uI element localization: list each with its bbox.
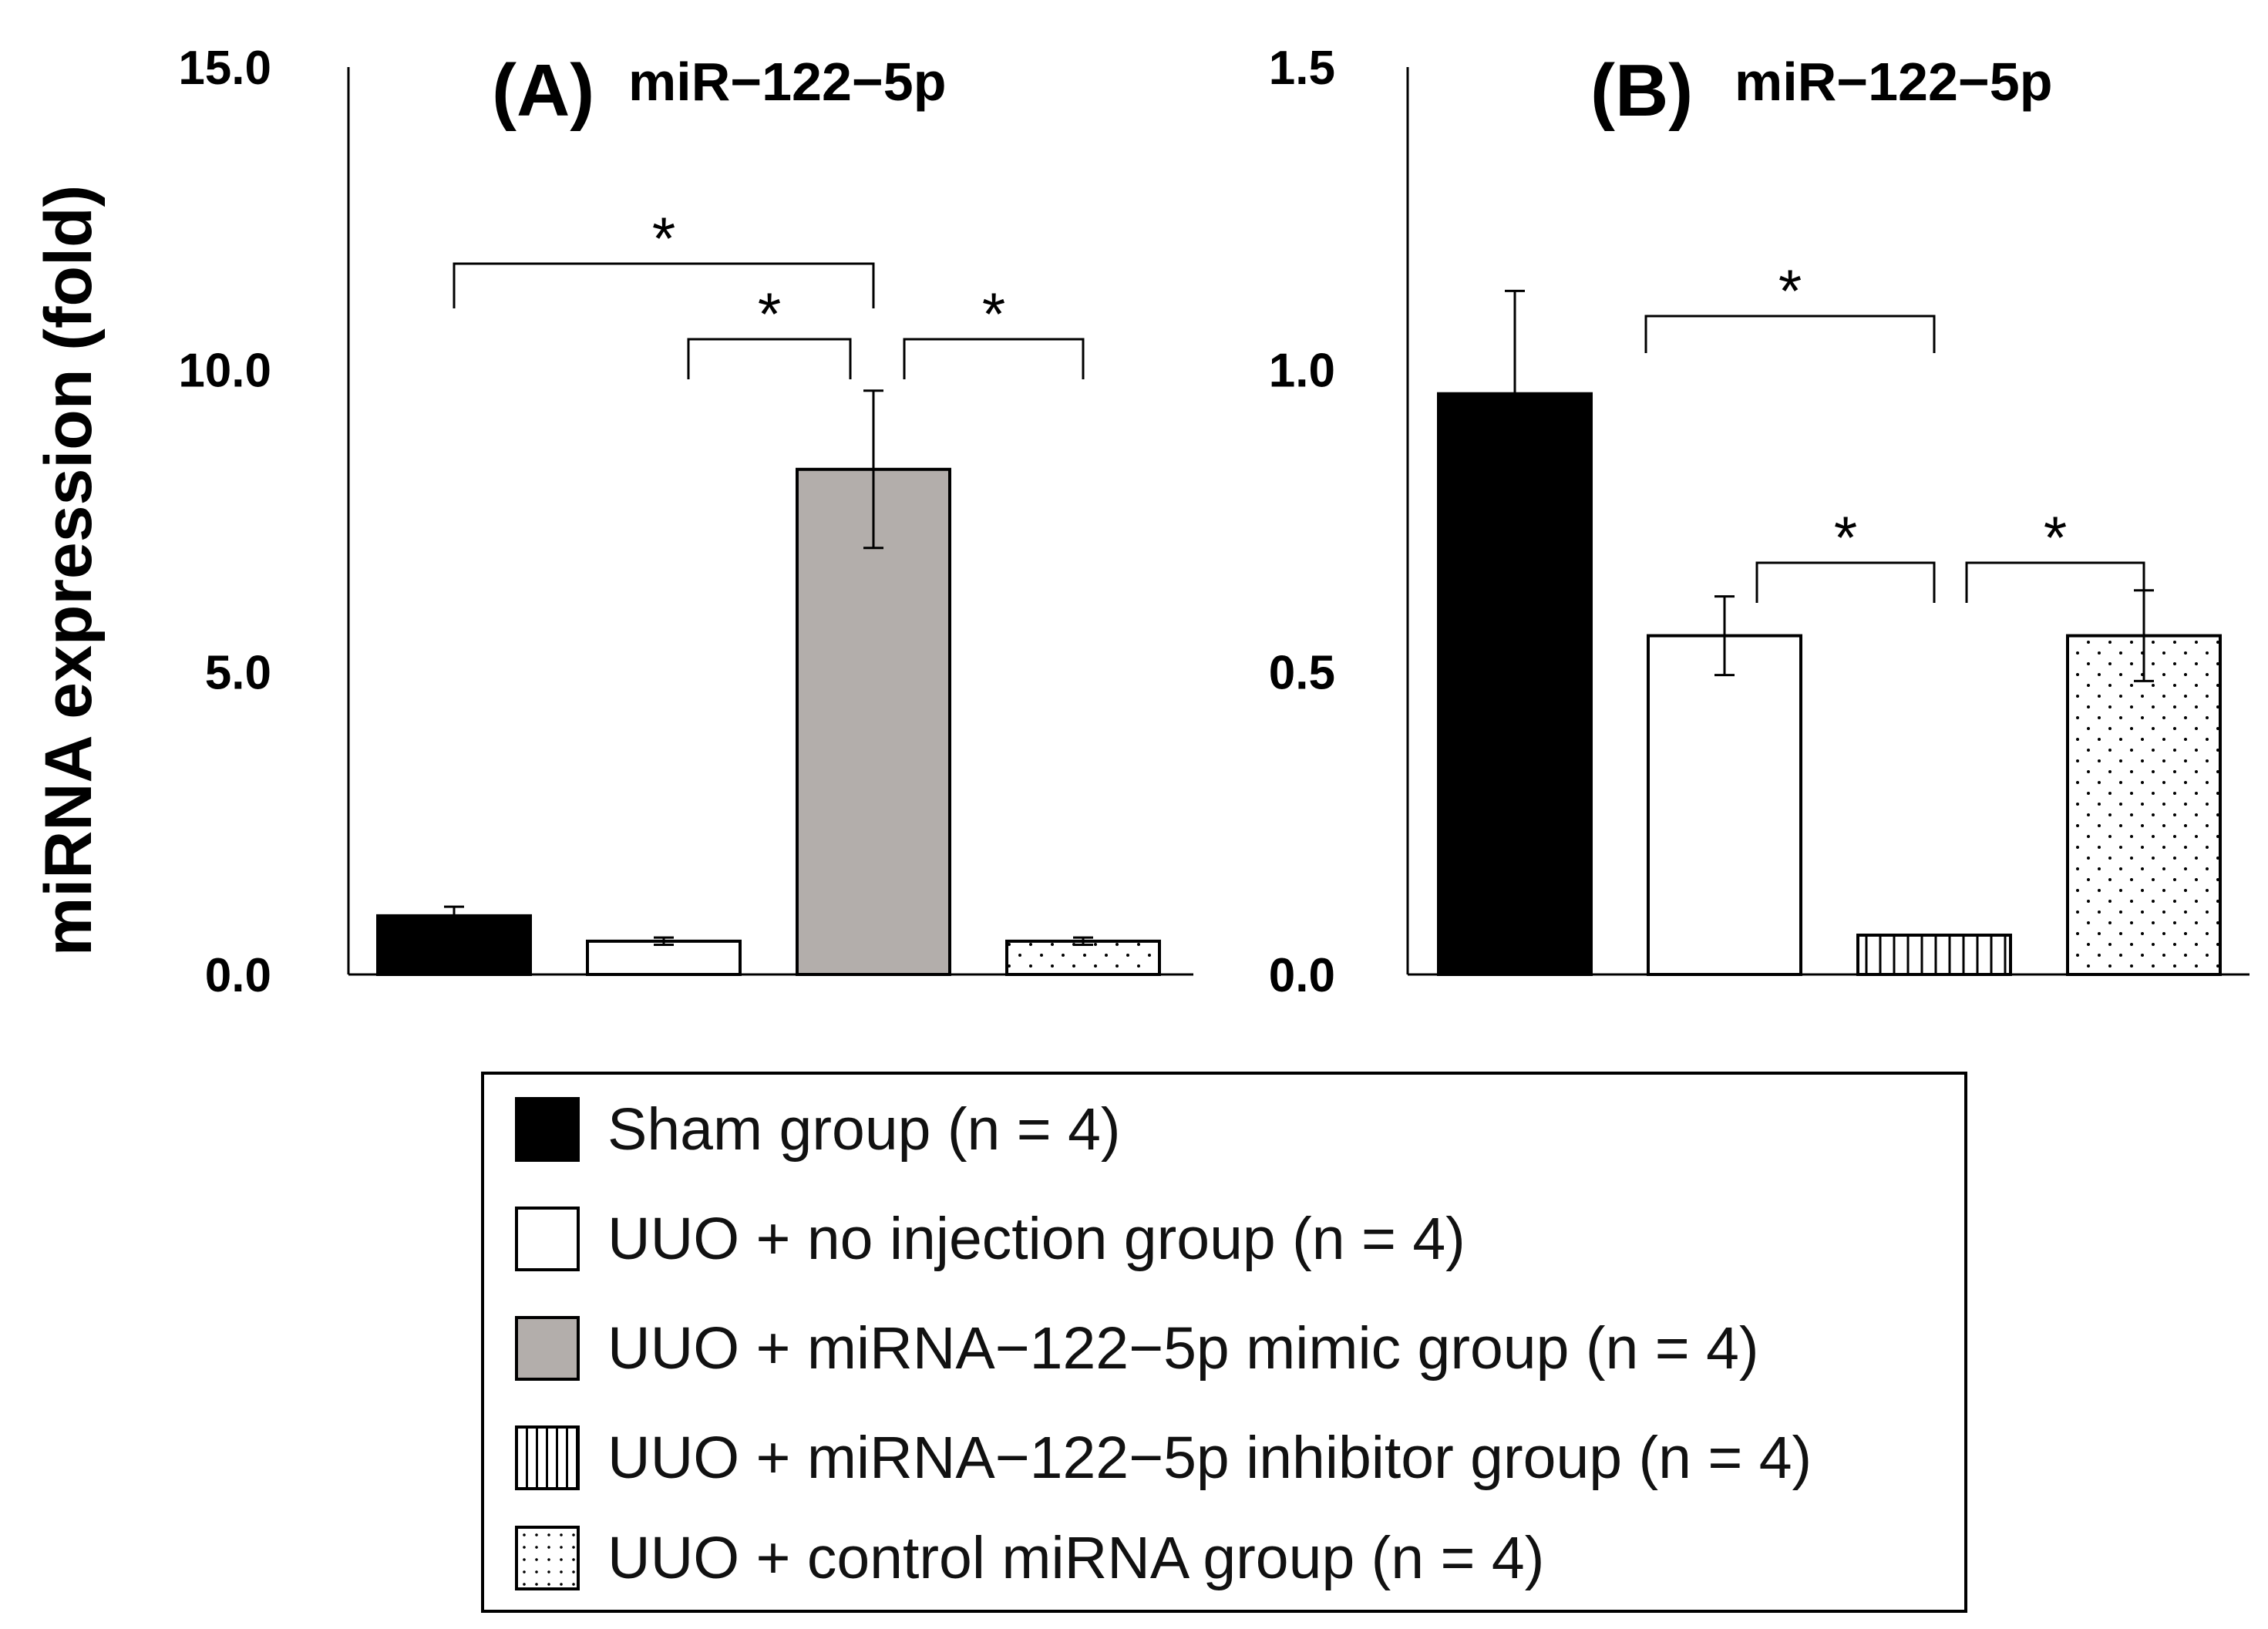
bar-chart-figure: miRNA expression (fold) (A) miR−122−5p 0… [32,42,2249,1002]
significance-asterisk: * [1778,257,1802,325]
bar-gray [796,467,951,976]
y-tick-label: 15.0 [178,42,271,95]
legend-label: UUO + miRNA−122−5p mimic group (n = 4) [607,1314,1759,1382]
swatch-gray [515,1316,580,1381]
bar-vertical-stripes [1856,933,2012,977]
significance-asterisk: * [652,204,675,272]
y-tick-label: 0.0 [1269,949,1335,1002]
significance-bracket [687,338,852,379]
legend-item-inhibitor: UUO + miRNA−122−5p inhibitor group (n = … [515,1423,1812,1493]
panel-b-y-ticks: 0.0 0.5 1.0 1.5 [1269,42,2249,1002]
significance-bracket [1965,561,2145,603]
panel-a-title: miR−122−5p [628,52,946,112]
panel-b-title: miR−122−5p [1735,52,2052,112]
legend: Sham group (n = 4) UUO + no injection gr… [481,1072,1967,1613]
bar-white [586,939,742,977]
panel-b-label: (B) [1590,49,1693,132]
significance-bracket [1644,315,1936,353]
bar-dots [2066,634,2222,976]
panel-a-label: (A) [492,49,594,132]
legend-item-control: UUO + control miRNA group (n = 4) [515,1523,1544,1593]
legend-label: UUO + no injection group (n = 4) [607,1205,1465,1272]
panel-a-bars [376,389,1161,977]
panel-b: (B) miR−122−5p 0.0 0.5 1.0 1.5 * * * [1269,42,2249,1002]
legend-label: Sham group (n = 4) [607,1096,1121,1163]
legend-label: UUO + control miRNA group (n = 4) [607,1524,1545,1591]
swatch-solid-black [515,1097,580,1162]
swatch-dots [515,1526,580,1590]
legend-item-mimic: UUO + miRNA−122−5p mimic group (n = 4) [515,1314,1759,1383]
y-tick-label: 5.0 [205,647,271,700]
y-tick-label: 0.0 [205,949,271,1002]
significance-asterisk: * [982,280,1005,348]
significance-bracket [903,338,1085,379]
swatch-vertical-stripes [515,1425,580,1490]
significance-asterisk: * [758,280,781,348]
significance-bracket [1755,561,1936,603]
y-tick-label: 1.5 [1269,42,1335,95]
significance-bracket [453,262,875,308]
panel-a-significance: * * * [453,204,1085,379]
panel-a-y-ticks: 0.0 5.0 10.0 15.0 [178,42,1193,1002]
panel-b-bars [1437,289,2222,977]
y-tick-label: 10.0 [178,344,271,397]
significance-asterisk: * [1834,503,1857,571]
significance-asterisk: * [2044,503,2067,571]
bar-dots [1005,939,1161,977]
y-tick-label: 1.0 [1269,344,1335,397]
panel-b-significance: * * * [1644,257,2145,603]
y-tick-label: 0.5 [1269,647,1335,700]
legend-label: UUO + miRNA−122−5p inhibitor group (n = … [607,1424,1812,1491]
legend-item-sham: Sham group (n = 4) [515,1095,1121,1164]
legend-item-no-injection: UUO + no injection group (n = 4) [515,1204,1465,1274]
bar-white [1647,634,1802,976]
panel-a: (A) miR−122−5p 0.0 5.0 10.0 15.0 * * * [178,42,1193,1002]
swatch-white [515,1207,580,1271]
y-axis-label: miRNA expression (fold) [32,185,106,956]
